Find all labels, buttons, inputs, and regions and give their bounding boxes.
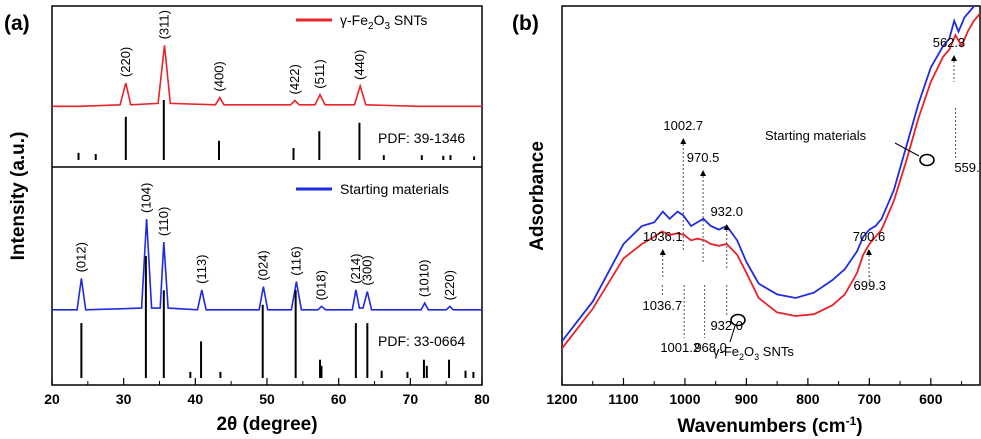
panel-b-blue-arrow [700,170,707,176]
panel-a-series-line [52,218,482,311]
panel-b-x-tick-label: 800 [796,391,820,407]
panel-b-blue-annotation: 970.5 [687,150,720,165]
panel-b-x-tick-label: 1000 [669,391,700,407]
panel-a-peak-label: (300) [359,255,374,285]
panel-a-peak-label: (116) [288,246,303,275]
panel-a-x-tick-label: 60 [331,391,347,407]
panel-b-red-annotation: 699.3 [854,278,887,293]
panel-b-blue-annotation: 1036.1 [643,229,683,244]
panel-a-peak-label: (422) [287,64,302,94]
panel-b-frame [561,5,981,386]
pdf-ref-1-label: PDF: 39-1346 [378,130,465,146]
panel-a-label: (a) [4,12,30,35]
panel-b-red-annotation: 1036.7 [642,298,682,313]
panel-a-peak-label: (113) [194,255,209,284]
panel-b-blue-arrow [865,249,872,255]
panel-a-x-tick-label: 70 [403,391,419,407]
panel-a-peak-label: (220) [442,270,457,300]
panel-a-peak-label: (104) [139,183,154,213]
panel-a-peak-label: (110) [156,207,171,236]
panel-b-red-marker-circle [730,313,746,327]
panel-a-peak-label: (214) [348,254,363,284]
panel-b-blue-annotation: 562.3 [933,35,966,50]
panel-b-blue-arrow [680,138,687,144]
panel-b-series-line [562,6,976,342]
panel-b-red-marker-arrow [729,325,736,343]
panel-b-ylabel: Adsorbance [527,141,548,251]
panel-a-xlabel: 2θ (degree) [216,414,317,435]
panel-b-x-tick-label: 700 [858,391,882,407]
panel-a-peak-label: (311) [157,10,172,39]
panel-a-peak-label: (024) [255,250,270,280]
panel-a-peak-label: (511) [312,59,327,88]
panel-b-x-ticks: 1200 1100 1000 900 800 700 600 [546,378,963,407]
panel-b-red-annotation: 932.0 [710,318,743,333]
panel-b-plot: 1036.1 1002.7 970.5 932.0 700.6 562.3 1036.7 10… [562,6,981,355]
panel-b-series-line [562,13,980,349]
legend-red-label: γ-Fe2O3 SNTs [340,12,427,32]
panel-b-red-annotation: 1001.2 [660,340,700,355]
panel-a-ylabel: Intensity (a.u.) [8,132,29,261]
panel-a-peak-label: (018) [314,270,329,300]
panel-b-starting-label: Starting materials [765,128,867,143]
panel-b-x-tick-label: 600 [919,391,943,407]
panel-b-blue-marker-arrow [894,142,920,157]
panel-b-label: (b) [512,12,539,35]
panel-a-peak-label: (012) [73,242,88,272]
panel-a-peak-label: (220) [118,47,133,77]
panel-b-x-tick-label: 900 [735,391,759,407]
panel-b-blue-marker-circle [919,153,935,167]
panel-a: (a) Intensity (a.u.) 2θ (degree) 20 30 40 5… [4,5,490,435]
panel-b-xlabel: Wavenumbers (cm-1) [677,414,862,437]
panel-a-series-line [52,45,482,108]
pdf-ref-2-label: PDF: 33-0664 [378,333,465,349]
panel-b-x-tick-label: 1100 [608,391,639,407]
panel-b-blue-annotation: 700.6 [853,229,886,244]
panel-a-x-tick-label: 20 [44,391,60,407]
panel-a-x-tick-label: 40 [188,391,204,407]
panel-b-blue-arrow [950,55,957,61]
panel-a-peak-label: (400) [212,61,227,91]
panel-b-x-tick-label: 1200 [546,391,577,407]
panel-a-x-tick-label: 80 [474,391,490,407]
panel-a-peak-label: (1010) [417,260,432,298]
panel-a-x-ticks: 20 30 40 50 60 70 80 [44,378,490,407]
panel-b-fe2o3-label: γ-Fe2O3 SNTs [713,344,794,362]
panel-b-blue-annotation: 1002.7 [663,118,703,133]
panel-b-blue-annotation: 932.0 [710,204,743,219]
panel-b: (b) Adsorbance Wavenumbers (cm-1) 1200 11… [512,5,981,437]
panel-a-x-tick-label: 50 [259,391,275,407]
panel-b-blue-arrow [659,249,666,255]
legend-blue-label: Starting materials [340,181,449,197]
panel-b-blue-arrow [723,224,730,230]
panel-a-plot: (220) (311) (400) (422) (511) (440) (012) (104)… [52,10,482,378]
panel-b-red-annotation: 559.7 [954,160,981,175]
panel-b-red-annotation: 968.0 [694,340,727,355]
panel-a-x-tick-label: 30 [116,391,132,407]
panel-a-peak-label: (440) [352,50,367,80]
